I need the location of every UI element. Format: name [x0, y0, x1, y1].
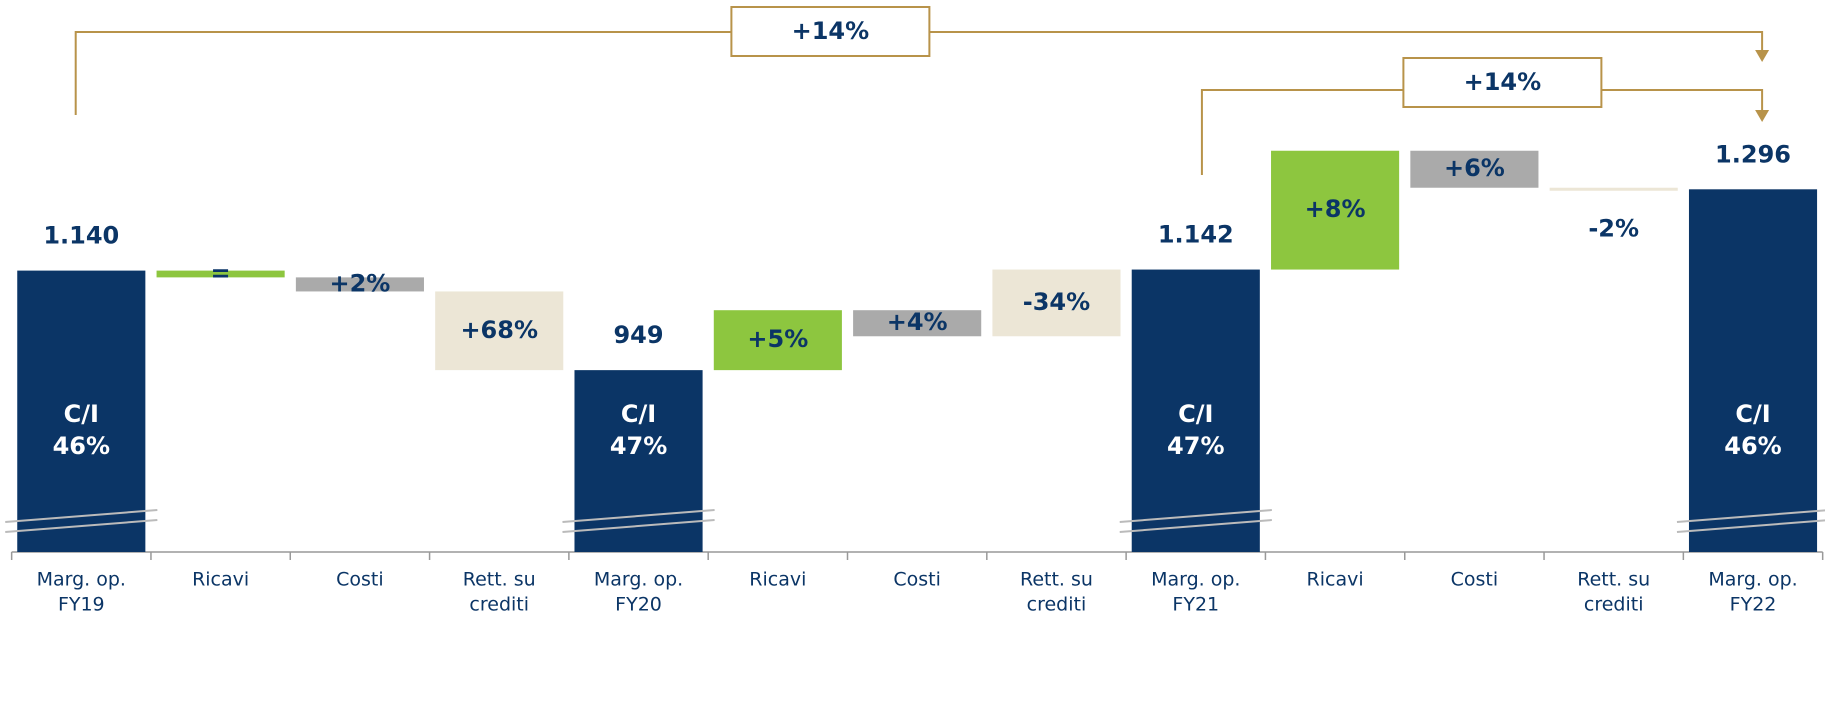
axis-break — [562, 519, 715, 533]
inner-label: C/I — [621, 400, 656, 428]
x-tick-label: Marg. op. — [37, 569, 126, 591]
step-bar — [1549, 187, 1678, 191]
bracket-arrow — [1755, 110, 1770, 122]
step-bar — [1410, 150, 1539, 188]
x-tick-label: FY22 — [1730, 594, 1777, 616]
value-label: = — [211, 259, 231, 287]
x-tick-label: Ricavi — [1307, 569, 1364, 591]
axis-break — [1676, 519, 1825, 533]
bracket-arrow — [1755, 50, 1770, 62]
inner-label: 46% — [1724, 432, 1781, 460]
axis-break — [1119, 519, 1272, 533]
value-label: +2% — [329, 269, 390, 297]
value-label: -34% — [1023, 288, 1090, 316]
x-tick-label: FY19 — [58, 594, 105, 616]
x-tick-label: Marg. op. — [1151, 569, 1240, 591]
total-bar — [1688, 189, 1818, 552]
step-bar — [295, 277, 424, 292]
x-tick-label: Costi — [893, 569, 941, 591]
x-tick-label: Rett. su — [1020, 569, 1093, 591]
value-label: 1.140 — [43, 222, 119, 250]
value-label: +6% — [1444, 154, 1505, 182]
total-bar — [1131, 269, 1260, 552]
step-bar — [713, 310, 842, 371]
inner-label: C/I — [1178, 400, 1213, 428]
axis-break — [1676, 509, 1825, 523]
annotation-box — [1402, 57, 1603, 108]
x-tick-label: Marg. op. — [1708, 569, 1797, 591]
annotation-box — [730, 6, 931, 57]
step-bar — [1271, 150, 1400, 270]
step-bar — [992, 269, 1121, 337]
inner-label: 46% — [53, 432, 110, 460]
x-tick-label: Marg. op. — [594, 569, 683, 591]
x-tick-label: FY20 — [615, 594, 662, 616]
annotation: +14% — [792, 17, 870, 45]
inner-label: C/I — [1735, 400, 1770, 428]
value-label: 1.142 — [1158, 221, 1234, 249]
inner-label: 47% — [1167, 432, 1224, 460]
axis-break — [5, 519, 158, 533]
value-label: -2% — [1588, 215, 1639, 243]
x-tick-label: Costi — [336, 569, 384, 591]
value-label: +4% — [887, 308, 948, 336]
x-tick-label: crediti — [469, 594, 529, 616]
x-tick-label: FY21 — [1172, 594, 1219, 616]
step-bar — [156, 270, 285, 278]
value-label: 949 — [613, 321, 663, 349]
axis-break — [1119, 509, 1272, 523]
inner-label: C/I — [64, 400, 99, 428]
x-tick-label: Ricavi — [749, 569, 806, 591]
step-bar — [853, 310, 982, 337]
axis-break — [562, 509, 715, 523]
value-label: +68% — [460, 316, 538, 344]
step-bar — [435, 291, 564, 371]
x-tick-label: crediti — [1584, 594, 1644, 616]
x-tick-label: Rett. su — [463, 569, 536, 591]
axis-break — [5, 509, 158, 523]
inner-label: 47% — [610, 432, 667, 460]
annotation: +14% — [1464, 68, 1542, 96]
total-bar — [17, 270, 146, 552]
total-bar — [574, 370, 703, 552]
x-tick-label: Costi — [1451, 569, 1499, 591]
x-tick-label: Rett. su — [1577, 569, 1650, 591]
x-tick-label: crediti — [1027, 594, 1087, 616]
value-label: 1.296 — [1715, 140, 1791, 168]
value-label: +5% — [747, 325, 808, 353]
x-tick-label: Ricavi — [192, 569, 249, 591]
value-label: +8% — [1305, 195, 1366, 223]
